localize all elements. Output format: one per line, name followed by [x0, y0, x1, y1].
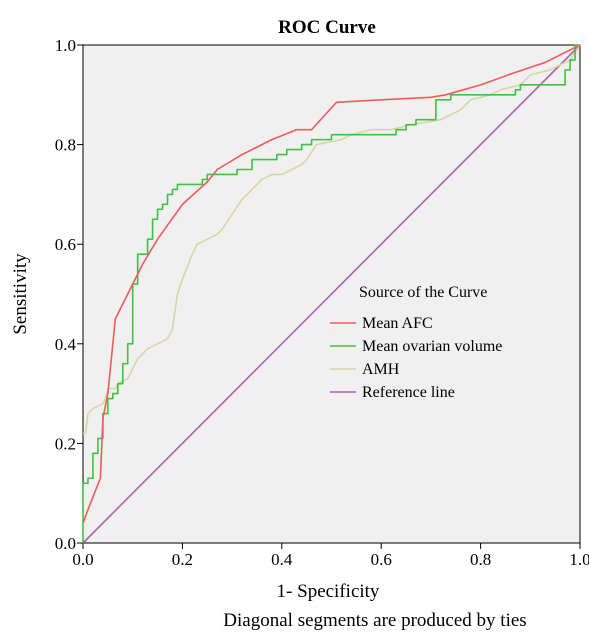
- y-axis-label: Sensitivity: [10, 253, 31, 335]
- legend-item-label: Mean AFC: [362, 315, 433, 332]
- legend-item-label: Reference line: [362, 384, 455, 401]
- legend-item-label: AMH: [362, 361, 400, 378]
- x-tick-label: 1.0: [569, 550, 589, 569]
- x-tick-label: 0.4: [271, 550, 293, 569]
- x-tick-label: 0.2: [172, 550, 193, 569]
- x-axis-label: 1- Specificity: [277, 581, 380, 602]
- y-tick-label: 0.6: [55, 235, 76, 254]
- x-tick-label: 0.0: [72, 550, 93, 569]
- x-axis: 0.0 0.2 0.4 0.6 0.8 1.0: [72, 543, 589, 569]
- y-axis: 0.0 0.2 0.4 0.6 0.8 1.0: [55, 36, 83, 553]
- footnote: Diagonal segments are produced by ties: [223, 610, 526, 631]
- legend: Source of the Curve Mean AFC Mean ovarian…: [330, 284, 502, 401]
- legend-item-label: Mean ovarian volume: [362, 338, 502, 355]
- series-line-reference-line: [82, 44, 581, 544]
- x-tick-label: 0.8: [470, 550, 491, 569]
- series-line-amh: [83, 44, 581, 435]
- y-tick-label: 0.0: [55, 534, 76, 553]
- y-tick-label: 0.4: [55, 335, 77, 354]
- x-tick-label: 0.6: [371, 550, 392, 569]
- series-line-mean-ovarian-volume: [82, 44, 580, 543]
- legend-title: Source of the Curve: [359, 284, 487, 301]
- chart-title: ROC Curve: [278, 17, 376, 38]
- y-tick-label: 1.0: [55, 36, 76, 55]
- series-layer: [82, 44, 581, 544]
- y-tick-label: 0.2: [55, 434, 76, 453]
- y-tick-label: 0.8: [55, 136, 76, 155]
- series-line-mean-afc: [82, 44, 581, 524]
